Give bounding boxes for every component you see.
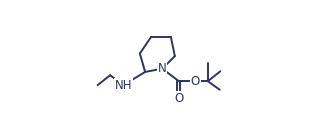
Text: O: O bbox=[174, 92, 183, 105]
Text: N: N bbox=[158, 62, 167, 75]
Text: O: O bbox=[191, 75, 200, 88]
Text: NH: NH bbox=[114, 79, 132, 92]
